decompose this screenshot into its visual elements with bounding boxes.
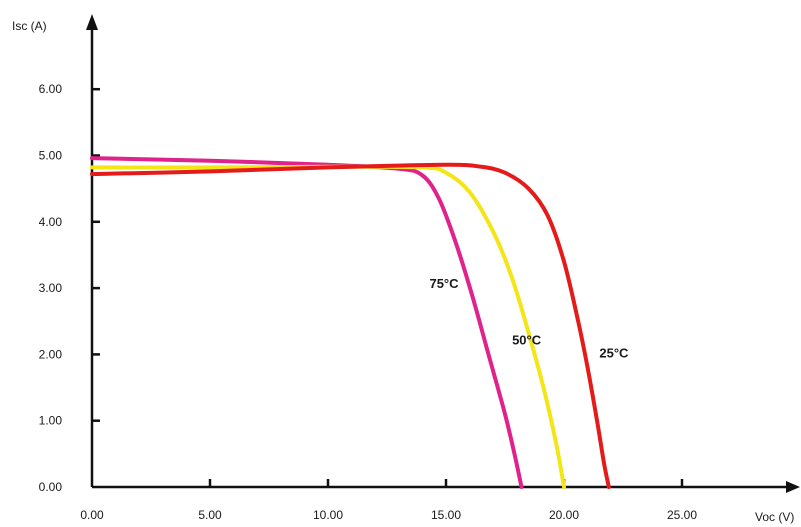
x-tick-label: 0.00: [80, 508, 104, 522]
y-tick-label: 1.00: [39, 414, 63, 428]
y-axis-title: Isc (A): [12, 19, 47, 33]
x-axis-title: Voc (V): [755, 510, 794, 524]
x-tick-label: 5.00: [198, 508, 222, 522]
y-tick-label: 3.00: [39, 281, 63, 295]
y-tick-label: 0.00: [39, 480, 63, 494]
x-tick-label: 20.00: [549, 508, 579, 522]
y-tick-label: 4.00: [39, 215, 63, 229]
series-line-50c: [90, 164, 566, 489]
series-annotation-label: 25°C: [599, 346, 629, 361]
series-annotation-label: 75°C: [429, 276, 459, 291]
series-annotations: 25°C 50°C 75°C: [429, 276, 629, 361]
y-axis-arrow-icon: [86, 14, 98, 30]
series-annotation-label: 50°C: [512, 332, 542, 347]
series-line-25c: [90, 162, 611, 489]
axis-ticks: 0.00 5.00 10.00 15.00 20.00 25.00 0.00 1.00 2.00…: [39, 82, 698, 522]
x-tick-label: 15.00: [431, 508, 461, 522]
x-tick-label: 10.00: [313, 508, 343, 522]
series-curves: [90, 156, 611, 489]
y-tick-label: 5.00: [39, 149, 63, 163]
y-tick-label: 2.00: [39, 347, 63, 361]
series-line-75c: [90, 156, 524, 489]
x-axis-arrow-icon: [786, 481, 800, 493]
y-tick-label: 6.00: [39, 82, 63, 96]
plot-area: 0.00 5.00 10.00 15.00 20.00 25.00 0.00 1.00 2.00…: [39, 14, 800, 522]
x-tick-label: 25.00: [667, 508, 697, 522]
